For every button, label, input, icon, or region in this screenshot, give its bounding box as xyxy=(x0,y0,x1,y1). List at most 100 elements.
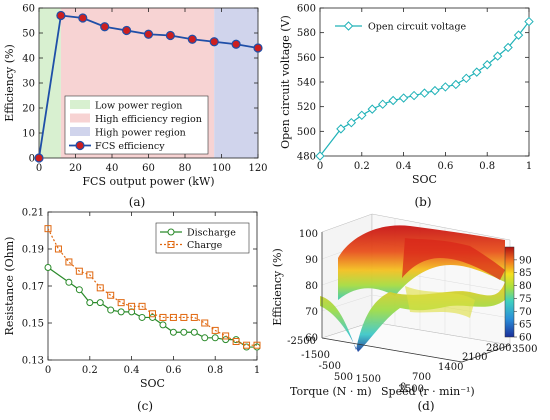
legend-box xyxy=(64,95,209,155)
data-point xyxy=(346,117,357,128)
data-point xyxy=(513,30,524,40)
x-axis-label: FCS output power (kW) xyxy=(82,175,214,188)
y-tick-label: 500 xyxy=(297,127,316,138)
data-point xyxy=(117,308,125,316)
x-tick-label: 0.4 xyxy=(124,365,140,376)
x-axis-line xyxy=(321,337,463,363)
chart-d-surface: 60 70 80 90 100 Efficiency (%) -2500 -15… xyxy=(271,213,537,398)
z-tick-label: 80 xyxy=(305,281,318,292)
data-point xyxy=(44,264,52,271)
y-axis-line xyxy=(461,344,511,363)
legend-swatch xyxy=(70,113,90,123)
x-axis-label: Torque (N · m) xyxy=(290,385,372,398)
data-point xyxy=(232,338,240,345)
data-point xyxy=(492,51,503,61)
data-point xyxy=(44,225,52,233)
surface-ridge xyxy=(402,238,505,280)
region-band xyxy=(214,8,258,158)
caption-b: (b) xyxy=(414,195,431,209)
data-point xyxy=(117,299,125,307)
x-tick-label: 120 xyxy=(248,163,267,174)
y-tick-label: 0.21 xyxy=(22,208,44,219)
data-point xyxy=(222,336,230,344)
x-tick-label: 0 xyxy=(36,163,42,174)
data-point xyxy=(524,16,534,27)
x-tick-labels: -2500 -1500 -500 500 1500 2500 xyxy=(287,336,424,395)
x-tick-label: -1500 xyxy=(301,350,330,361)
x-tick-label: 0.6 xyxy=(437,161,453,172)
data-point xyxy=(75,267,83,275)
data-point xyxy=(159,321,167,329)
data-point xyxy=(86,299,94,307)
data-point xyxy=(169,328,177,336)
data-point xyxy=(169,313,177,321)
data-point xyxy=(503,42,513,53)
legend-marker xyxy=(343,21,354,31)
legend-label: FCS efficiency xyxy=(95,141,165,152)
x-tick-label: -2500 xyxy=(287,336,316,347)
colorbar-tick-label: 60 xyxy=(519,333,532,344)
legend-label: High efficiency region xyxy=(95,114,202,125)
data-point xyxy=(253,43,263,53)
legend-swatch xyxy=(70,127,90,136)
data-point xyxy=(128,302,136,310)
data-point xyxy=(201,334,209,342)
data-point xyxy=(211,334,219,342)
x-tick-label: 0.8 xyxy=(207,365,223,376)
y-tick-label: 2100 xyxy=(462,352,487,363)
data-point xyxy=(159,313,167,321)
data-point xyxy=(107,306,115,314)
y-tick-label: 2800 xyxy=(486,343,511,354)
data-point xyxy=(138,313,146,321)
data-point xyxy=(201,319,209,327)
y-tick-label: 560 xyxy=(297,53,316,64)
y-tick-label: 480 xyxy=(297,152,316,163)
x-tick-label: 0.8 xyxy=(479,161,495,172)
data-point xyxy=(398,93,409,103)
data-point xyxy=(243,341,251,349)
x-tick-label: -500 xyxy=(319,361,341,372)
legend-marker xyxy=(167,228,175,236)
data-point xyxy=(107,291,115,299)
y-tick-label: 10 xyxy=(22,129,35,140)
y-tick-label: 0 xyxy=(29,154,35,165)
legend-swatch xyxy=(70,100,90,109)
z-tick-label: 60 xyxy=(305,333,318,344)
y-tick-label: 0.19 xyxy=(22,245,44,256)
x-tick-label: 0.2 xyxy=(354,161,370,172)
x-tick-label: 40 xyxy=(106,163,119,174)
data-point xyxy=(149,313,156,321)
x-tick-label: 100 xyxy=(212,163,231,174)
y-axis-label: Efficiency (%) xyxy=(3,44,16,122)
colorbar xyxy=(504,246,515,338)
data-point xyxy=(149,310,156,318)
data-point xyxy=(231,39,241,49)
surface-back xyxy=(338,225,505,300)
data-point xyxy=(419,88,430,98)
data-point xyxy=(96,299,104,307)
chart-c: 0 0.2 0.4 0.6 0.8 1 0.13 0.15 0.17 0.19 0.21 SOC Res… xyxy=(3,208,261,390)
caption-a: (a) xyxy=(129,195,146,209)
legend-label: Discharge xyxy=(187,228,236,239)
x-tick-label: 1 xyxy=(526,161,532,172)
data-point xyxy=(377,99,388,109)
data-point xyxy=(65,258,73,266)
x-tick-label: 1 xyxy=(254,365,260,376)
data-point xyxy=(409,90,419,101)
data-point xyxy=(222,332,230,340)
data-point xyxy=(96,284,104,292)
colorbar-tick-label: 85 xyxy=(519,268,532,279)
y-tick-label: 40 xyxy=(22,54,35,65)
y-axis-label: Speed (r · min⁻¹) xyxy=(381,385,475,398)
z-axis-label: Efficiency (%) xyxy=(271,248,284,326)
x-tick-label: 0.4 xyxy=(396,161,412,172)
data-point xyxy=(430,85,440,96)
y-tick-label: 0.15 xyxy=(22,319,44,330)
y-tick-label: 520 xyxy=(297,102,316,113)
data-point xyxy=(65,278,73,286)
data-point xyxy=(143,29,154,39)
data-point xyxy=(34,153,44,163)
y-tick-label: 30 xyxy=(22,79,35,90)
colorbar-tick-label: 65 xyxy=(519,320,532,331)
data-point xyxy=(451,79,461,90)
